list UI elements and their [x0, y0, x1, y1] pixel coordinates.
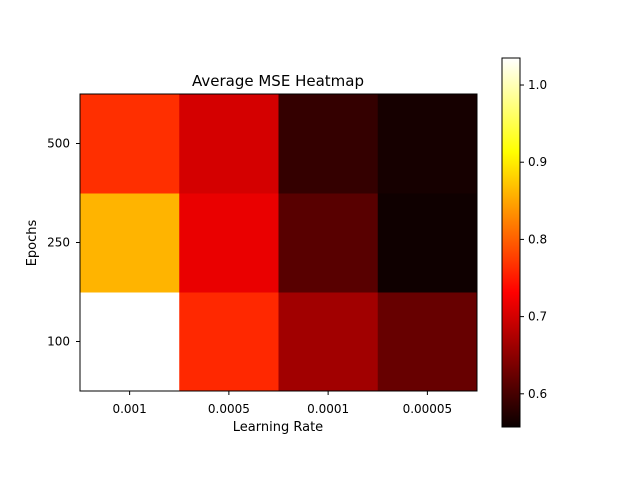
chart-title: Average MSE Heatmap — [192, 72, 364, 90]
x-tick-label: 0.0005 — [208, 402, 250, 416]
x-axis-label: Learning Rate — [233, 420, 323, 435]
heatmap-cell — [179, 292, 279, 392]
colorbar-tick-label: 0.6 — [528, 387, 547, 401]
heatmap-cell — [179, 94, 279, 194]
heatmap-cell — [80, 94, 180, 194]
heatmap-cell — [278, 193, 379, 293]
x-tick-label: 0.0001 — [307, 402, 349, 416]
colorbar-tick-label: 1.0 — [528, 78, 547, 92]
colorbar — [501, 57, 521, 428]
heatmap-cell — [278, 94, 379, 194]
heatmap-cell — [80, 292, 180, 392]
colorbar-tick-label: 0.7 — [528, 310, 547, 324]
heatmap-cell — [179, 193, 279, 293]
heatmap-cell — [377, 193, 478, 293]
heatmap-cell — [377, 292, 478, 392]
x-tick-label: 0.00005 — [403, 402, 453, 416]
y-axis-label: Epochs — [25, 219, 40, 266]
colorbar-tick-label: 0.8 — [528, 232, 547, 246]
y-tick-label: 500 — [47, 137, 70, 151]
heatmap-cells — [80, 94, 478, 392]
colorbar-tick-label: 0.9 — [528, 155, 547, 169]
heatmap-cell — [377, 94, 478, 194]
colorbar-ticks: 0.6 0.7 0.8 0.9 1.0 — [520, 78, 547, 401]
y-tick-label: 100 — [47, 335, 70, 349]
y-tick-label: 250 — [47, 236, 70, 250]
y-axis-ticks: 100 250 500 — [47, 137, 80, 349]
heatmap-cell — [278, 292, 379, 392]
heatmap-cell — [80, 193, 180, 293]
x-axis-ticks: 0.001 0.0005 0.0001 0.00005 — [112, 391, 452, 416]
x-tick-label: 0.001 — [112, 402, 146, 416]
